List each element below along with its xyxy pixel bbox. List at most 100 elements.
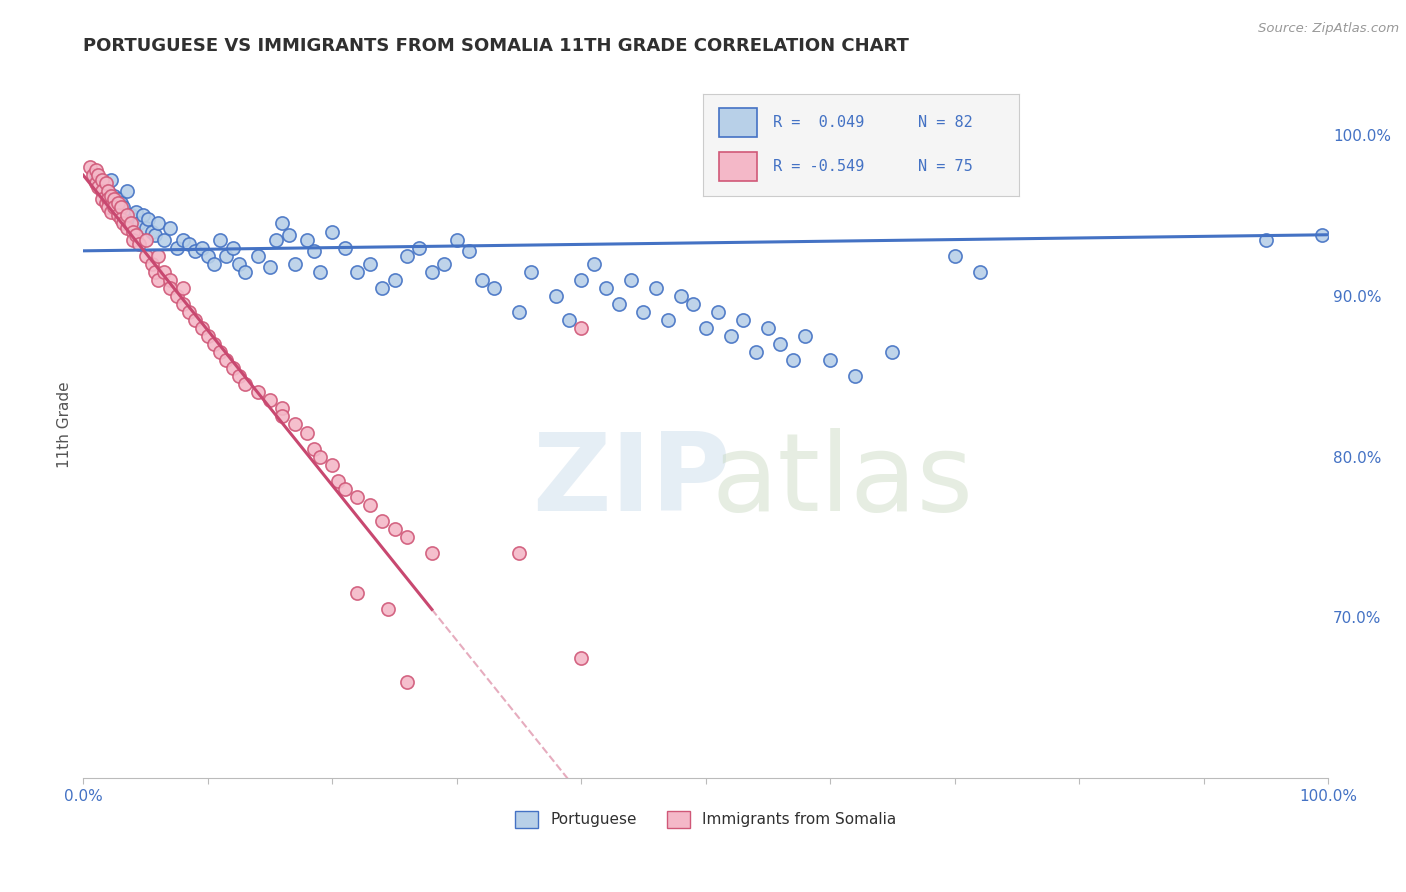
Point (91, 193, 114, 207)
Text: N = 82: N = 82 (918, 115, 973, 130)
Point (695, 321, 717, 335)
Point (135, 249, 157, 263)
Point (371, 281, 394, 295)
Point (215, 353, 238, 368)
Point (153, 233, 176, 247)
Text: R =  0.049: R = 0.049 (773, 115, 863, 130)
Bar (718, 153, 756, 181)
Point (79, 160, 101, 174)
Point (100, 173, 122, 187)
Point (107, 209, 129, 223)
Point (569, 650, 592, 665)
Point (818, 353, 841, 368)
Point (384, 273, 406, 287)
Text: N = 75: N = 75 (918, 159, 973, 174)
Point (110, 201, 132, 215)
Point (100, 205, 122, 219)
Point (221, 241, 243, 255)
Point (943, 249, 966, 263)
Point (371, 514, 394, 528)
Point (246, 385, 269, 400)
Point (744, 345, 766, 359)
Point (446, 233, 468, 247)
Point (756, 321, 779, 335)
Point (384, 522, 406, 536)
Point (197, 329, 219, 343)
Point (669, 289, 692, 303)
Point (177, 237, 200, 252)
Point (569, 273, 592, 287)
Point (546, 289, 568, 303)
Point (569, 321, 592, 335)
Point (115, 221, 138, 235)
Text: PORTUGUESE VS IMMIGRANTS FROM SOMALIA 11TH GRADE CORRELATION CHART: PORTUGUESE VS IMMIGRANTS FROM SOMALIA 11… (83, 37, 910, 55)
Point (124, 205, 146, 219)
Point (682, 297, 704, 311)
Point (84, 176, 107, 190)
Point (271, 401, 294, 416)
Point (84, 163, 107, 178)
Point (508, 305, 530, 319)
Point (112, 217, 135, 231)
Point (782, 353, 804, 368)
Point (128, 237, 150, 252)
Point (233, 265, 256, 279)
Point (420, 265, 443, 279)
Point (882, 345, 904, 359)
Point (420, 546, 443, 560)
Point (302, 442, 325, 456)
Point (359, 257, 381, 271)
Point (97, 201, 120, 215)
Point (520, 265, 543, 279)
Point (794, 329, 817, 343)
Point (124, 227, 146, 242)
Point (135, 233, 157, 247)
Point (233, 377, 256, 392)
Point (141, 225, 163, 239)
Point (209, 233, 232, 247)
Point (221, 361, 243, 376)
Point (120, 217, 142, 231)
Point (395, 530, 418, 544)
Point (433, 257, 456, 271)
Point (190, 321, 212, 335)
Point (458, 244, 481, 258)
Point (620, 273, 643, 287)
Point (100, 189, 122, 203)
Point (110, 211, 132, 226)
Text: Source: ZipAtlas.com: Source: ZipAtlas.com (1258, 22, 1399, 36)
Point (395, 674, 418, 689)
Point (145, 265, 167, 279)
Point (308, 265, 330, 279)
Point (508, 546, 530, 560)
Point (408, 241, 430, 255)
Point (202, 337, 225, 351)
Text: R = -0.549: R = -0.549 (773, 159, 863, 174)
Point (228, 257, 250, 271)
Point (115, 209, 138, 223)
Point (94, 176, 117, 190)
Point (259, 260, 281, 274)
Point (82, 168, 104, 182)
Text: atlas: atlas (711, 428, 973, 534)
Point (120, 209, 142, 223)
Point (159, 221, 181, 235)
Point (107, 193, 129, 207)
Point (969, 265, 991, 279)
Point (91, 185, 114, 199)
Point (184, 244, 207, 258)
Point (172, 297, 194, 311)
Point (146, 273, 169, 287)
Legend: Portuguese, Immigrants from Somalia: Portuguese, Immigrants from Somalia (509, 805, 903, 834)
Bar (718, 108, 756, 136)
Point (87, 179, 110, 194)
Point (153, 265, 176, 279)
Point (844, 369, 866, 384)
Point (377, 602, 399, 616)
Point (107, 195, 129, 210)
Point (731, 313, 754, 327)
Point (582, 257, 605, 271)
Point (115, 185, 138, 199)
Point (87, 168, 110, 182)
Point (128, 217, 150, 231)
